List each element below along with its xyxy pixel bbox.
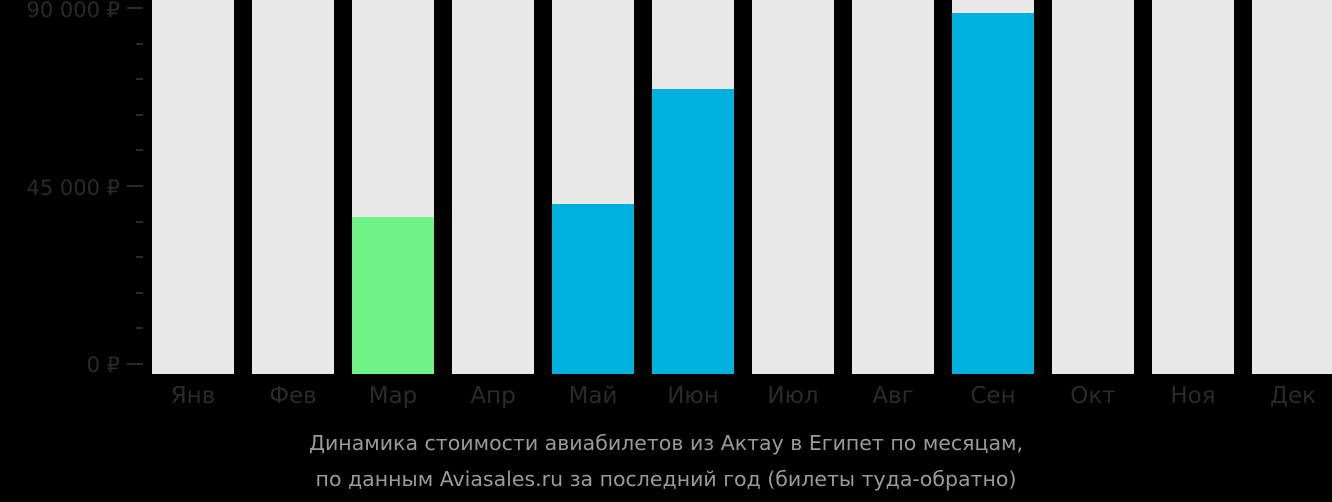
x-tick-label: Янв [170,383,216,409]
bar-background [1252,0,1332,374]
bar-background [252,0,334,374]
x-tick-label: Май [568,383,618,409]
bar-background [1152,0,1234,374]
bar-Сен[interactable] [952,13,1034,374]
x-tick-label: Фев [269,383,317,409]
y-minor-tick [136,256,143,259]
x-tick-label: Авг [872,383,914,409]
x-tick-label: Апр [470,383,516,409]
y-tick-label-0: 0 ₽ [86,353,120,377]
chart-caption-line1: Динамика стоимости авиабилетов из Актау … [308,431,1024,455]
y-minor-tick [136,113,143,116]
y-minor-tick [136,327,143,330]
x-tick-label: Июн [667,383,719,409]
y-major-tick [127,363,143,365]
bar-background [852,0,934,374]
bar-Мар[interactable] [352,216,434,374]
bar-background [152,0,234,374]
bar-background [752,0,834,374]
y-minor-tick [136,42,143,45]
x-tick-label: Окт [1070,383,1116,409]
bar-background [1052,0,1134,374]
x-tick-label: Ноя [1170,383,1216,409]
y-major-tick [127,185,143,187]
x-tick-label: Сен [970,383,1016,409]
bar-background [452,0,534,374]
y-major-tick [127,7,143,9]
y-tick-label-45000: 45 000 ₽ [26,176,120,200]
y-minor-tick [136,291,143,294]
x-tick-label: Мар [368,383,418,409]
bar-Май[interactable] [552,204,634,374]
y-minor-tick [136,220,143,223]
y-minor-tick [136,149,143,152]
y-tick-label-90000: 90 000 ₽ [26,0,120,22]
chart-caption-line2: по данным Aviasales.ru за последний год … [315,467,1017,491]
x-tick-label: Июл [767,383,819,409]
bar-Июн[interactable] [652,89,734,374]
x-tick-label: Дек [1269,383,1316,409]
y-minor-tick [136,78,143,81]
